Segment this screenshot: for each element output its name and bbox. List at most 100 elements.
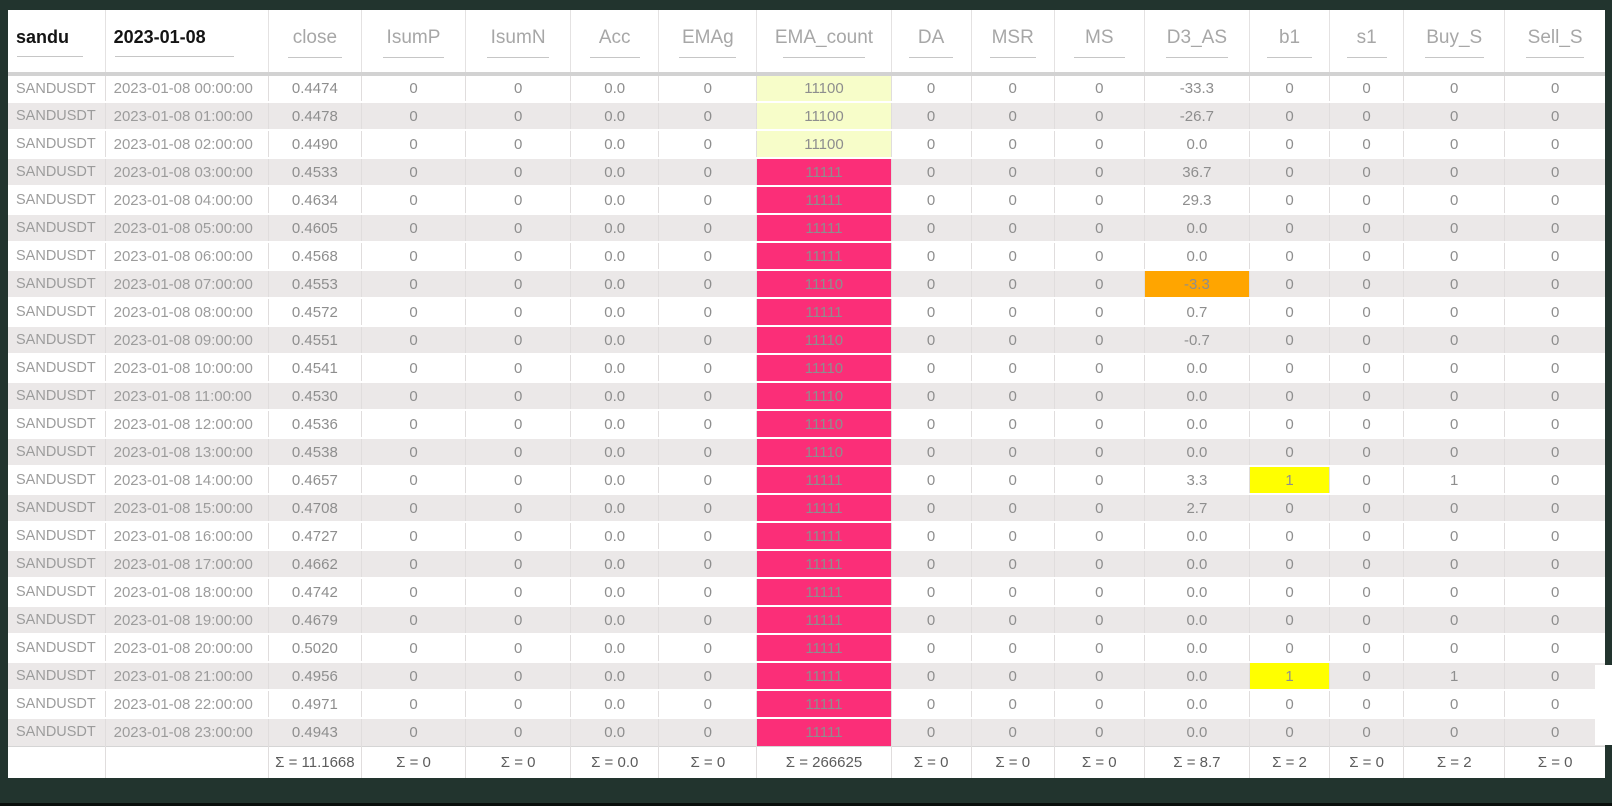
cell-sell-s: 0: [1504, 381, 1605, 410]
cell-d3-as: 0.0: [1143, 633, 1250, 662]
cell-da: 0: [890, 521, 972, 550]
cell-buy-s: 0: [1403, 185, 1505, 214]
cell-b1: 0: [1248, 381, 1330, 410]
cell-msr: 0: [970, 129, 1055, 158]
cell-d3-as: 2.7: [1143, 493, 1250, 522]
cell-emag: 0: [658, 381, 757, 410]
cell-buy-s: 0: [1403, 633, 1505, 662]
cell-ema-count: 11110: [756, 437, 892, 466]
cell-s1: 0: [1329, 633, 1404, 662]
cell-isump: 0: [360, 353, 466, 382]
footer-sum-timestamp: [104, 745, 269, 778]
cell-close: 0.4605: [267, 213, 362, 242]
column-header-label: close: [292, 26, 338, 48]
cell-timestamp: 2023-01-08 01:00:00: [104, 101, 269, 130]
footer-sum-s1: Σ = 0: [1329, 745, 1404, 778]
cell-d3-as: 0.0: [1143, 381, 1250, 410]
column-header-d3-as: D3_AS: [1143, 10, 1250, 76]
cell-acc: 0.0: [570, 549, 659, 578]
cell-close: 0.4478: [267, 101, 362, 130]
column-header-buy-s: Buy_S: [1403, 10, 1505, 76]
cell-ema-count: 11111: [756, 241, 892, 270]
cell-b1: 0: [1248, 689, 1330, 718]
cell-symbol: SANDUSDT: [8, 297, 106, 326]
cell-s1: 0: [1329, 465, 1404, 494]
cell-b1: 0: [1248, 129, 1330, 158]
cell-msr: 0: [970, 493, 1055, 522]
cell-isump: 0: [360, 73, 466, 102]
cell-msr: 0: [970, 605, 1055, 634]
cell-sell-s: 0: [1504, 353, 1605, 382]
cell-d3-as: 0.0: [1143, 409, 1250, 438]
cell-b1: 0: [1248, 493, 1330, 522]
cell-msr: 0: [970, 353, 1055, 382]
cell-buy-s: 0: [1403, 101, 1505, 130]
cell-isumn: 0: [465, 409, 571, 438]
cell-symbol: SANDUSDT: [8, 129, 106, 158]
cell-isump: 0: [360, 689, 466, 718]
cell-close: 0.4742: [267, 577, 362, 606]
cell-sell-s: 0: [1504, 717, 1605, 746]
cell-isumn: 0: [465, 689, 571, 718]
cell-isump: 0: [360, 269, 466, 298]
cell-d3-as: 3.3: [1143, 465, 1250, 494]
cell-da: 0: [890, 549, 972, 578]
cell-da: 0: [890, 661, 972, 690]
cell-sell-s: 0: [1504, 101, 1605, 130]
cell-close: 0.4727: [267, 521, 362, 550]
cell-symbol: SANDUSDT: [8, 353, 106, 382]
cell-buy-s: 0: [1403, 437, 1505, 466]
cell-da: 0: [890, 241, 972, 270]
cell-ms: 0: [1053, 465, 1145, 494]
cell-b1: 0: [1248, 353, 1330, 382]
column-header-timestamp: 2023-01-08: [104, 10, 269, 76]
header-underline: [288, 56, 342, 58]
cell-ms: 0: [1053, 633, 1145, 662]
cell-d3-as: 0.0: [1143, 689, 1250, 718]
cell-emag: 0: [658, 493, 757, 522]
cell-b1: 0: [1248, 325, 1330, 354]
cell-buy-s: 0: [1403, 157, 1505, 186]
cell-b1: 0: [1248, 437, 1330, 466]
cell-ms: 0: [1053, 689, 1145, 718]
cell-msr: 0: [970, 465, 1055, 494]
cell-acc: 0.0: [570, 101, 659, 130]
cell-emag: 0: [658, 633, 757, 662]
cell-isump: 0: [360, 577, 466, 606]
footer-sum-msr: Σ = 0: [970, 745, 1055, 778]
header-underline: [909, 56, 954, 58]
cell-buy-s: 0: [1403, 353, 1505, 382]
cell-d3-as: 0.0: [1143, 577, 1250, 606]
cell-ema-count: 11110: [756, 409, 892, 438]
footer-sum-ema-count: Σ = 266625: [756, 745, 892, 778]
cell-ms: 0: [1053, 661, 1145, 690]
footer-sum-sell-s: Σ = 0: [1504, 745, 1605, 778]
cell-close: 0.4553: [267, 269, 362, 298]
cell-buy-s: 1: [1403, 465, 1505, 494]
cell-sell-s: 0: [1504, 185, 1605, 214]
cell-sell-s: 0: [1504, 549, 1605, 578]
table-row: SANDUSDT 2023-01-08 21:00:00 0.4956 0 0 0.0 0 1…: [8, 661, 1605, 690]
cell-s1: 0: [1329, 101, 1404, 130]
cell-s1: 0: [1329, 689, 1404, 718]
table-row: SANDUSDT 2023-01-08 13:00:00 0.4538 0 0 0.0 0 1…: [8, 437, 1605, 466]
cell-ms: 0: [1053, 493, 1145, 522]
cell-ema-count: 11100: [756, 101, 892, 130]
column-header-label: b1: [1278, 26, 1301, 48]
cell-d3-as: -0.7: [1143, 325, 1250, 354]
cell-isump: 0: [360, 465, 466, 494]
cell-timestamp: 2023-01-08 19:00:00: [104, 605, 269, 634]
cell-sell-s: 0: [1504, 325, 1605, 354]
cell-ema-count: 11111: [756, 605, 892, 634]
cell-isumn: 0: [465, 661, 571, 690]
cell-b1: 0: [1248, 73, 1330, 102]
cell-timestamp: 2023-01-08 23:00:00: [104, 717, 269, 746]
cell-emag: 0: [658, 465, 757, 494]
cell-sell-s: 0: [1504, 297, 1605, 326]
table-row: SANDUSDT 2023-01-08 05:00:00 0.4605 0 0 0.0 0 1…: [8, 213, 1605, 242]
cell-msr: 0: [970, 521, 1055, 550]
cell-ema-count: 11111: [756, 577, 892, 606]
cell-isumn: 0: [465, 493, 571, 522]
cell-acc: 0.0: [570, 73, 659, 102]
cell-emag: 0: [658, 549, 757, 578]
